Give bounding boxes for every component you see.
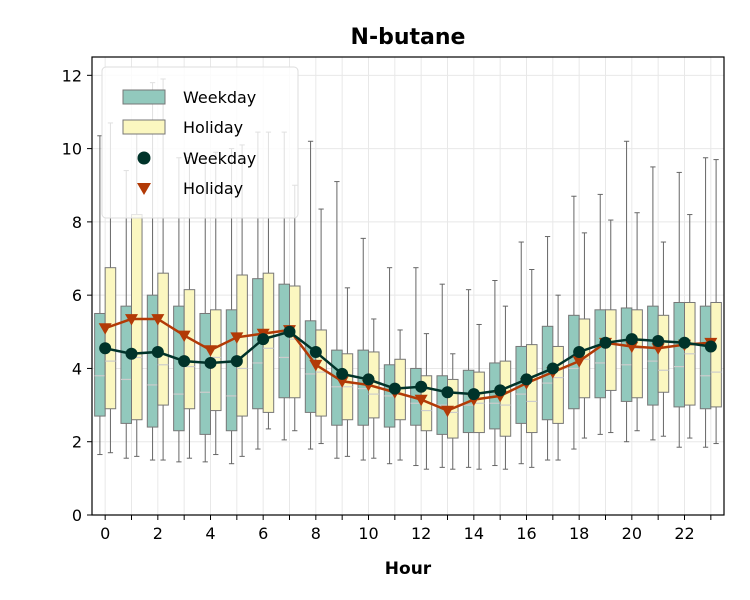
holiday-box bbox=[526, 344, 538, 434]
weekday-point bbox=[388, 382, 401, 395]
holiday-box bbox=[710, 301, 722, 408]
holiday-box bbox=[104, 267, 117, 410]
weekday-point bbox=[230, 355, 243, 368]
weekday-point bbox=[257, 333, 270, 346]
x-tick-label: 16 bbox=[516, 524, 536, 543]
weekday-point bbox=[573, 345, 586, 358]
weekday-point bbox=[99, 342, 112, 355]
y-tick-label: 6 bbox=[72, 286, 82, 305]
weekday-point bbox=[599, 336, 612, 349]
legend-label: Holiday bbox=[183, 118, 243, 137]
legend-swatch-holiday-box bbox=[122, 119, 166, 135]
legend-swatch-weekday-box bbox=[122, 89, 166, 105]
y-tick-label: 8 bbox=[72, 213, 82, 232]
y-tick-label: 10 bbox=[62, 140, 82, 159]
weekday-box bbox=[620, 307, 633, 402]
weekday-point bbox=[625, 333, 638, 346]
legend-label: Weekday bbox=[183, 88, 256, 107]
x-axis-label: Hour bbox=[385, 559, 432, 579]
x-tick-label: 4 bbox=[205, 524, 215, 543]
legend-marker-holiday bbox=[137, 183, 151, 195]
weekday-point bbox=[362, 373, 375, 386]
legend-marker-weekday bbox=[137, 151, 151, 165]
weekday-point bbox=[151, 345, 164, 358]
x-tick-label: 18 bbox=[569, 524, 589, 543]
y-tick-label: 0 bbox=[72, 506, 82, 525]
weekday-box bbox=[120, 305, 132, 424]
weekday-point bbox=[546, 362, 559, 375]
axes: 0 2 4 6 8 10 12 14 16 18 20 22 0 2 4 6 8 10 12 bbox=[62, 56, 725, 543]
x-tick-label: 20 bbox=[622, 524, 642, 543]
holiday-point bbox=[441, 405, 454, 418]
holiday-box bbox=[315, 329, 327, 417]
holiday-point bbox=[651, 343, 665, 355]
holiday-box bbox=[183, 289, 196, 410]
weekday-point bbox=[704, 340, 717, 353]
y-tick-label: 2 bbox=[72, 433, 82, 452]
holiday-box bbox=[236, 274, 248, 417]
x-tick-label: 6 bbox=[258, 524, 268, 543]
weekday-point bbox=[336, 367, 349, 380]
holiday-point bbox=[309, 359, 323, 372]
weekday-point bbox=[494, 384, 507, 397]
weekday-point bbox=[309, 345, 322, 358]
holiday-point bbox=[625, 341, 639, 353]
weekday-point bbox=[204, 356, 217, 369]
weekday-box bbox=[647, 305, 659, 406]
legend-label: Holiday bbox=[183, 179, 243, 198]
weekday-box bbox=[199, 312, 211, 435]
holiday-point bbox=[335, 376, 349, 388]
weekday-point bbox=[467, 388, 480, 401]
legend-frame bbox=[101, 66, 299, 219]
weekday-point bbox=[441, 386, 454, 399]
weekday-box bbox=[278, 283, 291, 399]
weekday-box bbox=[225, 309, 238, 432]
weekday-box bbox=[594, 309, 607, 399]
x-tick-label: 22 bbox=[674, 524, 694, 543]
weekday-point bbox=[520, 373, 533, 386]
holiday-line bbox=[104, 317, 711, 412]
x-tick-label: 10 bbox=[358, 524, 378, 543]
weekday-box bbox=[673, 301, 686, 408]
holiday-point bbox=[177, 330, 191, 342]
legend: Weekday Holiday Weekday Holiday bbox=[101, 66, 299, 219]
boxes bbox=[94, 78, 722, 470]
y-tick-label: 4 bbox=[72, 359, 82, 378]
holiday-point bbox=[125, 314, 138, 326]
holiday-box bbox=[552, 345, 564, 424]
weekday-point bbox=[415, 380, 428, 393]
series-lines bbox=[98, 314, 718, 418]
x-tick-label: 2 bbox=[153, 524, 163, 543]
weekday-box bbox=[173, 305, 185, 432]
weekday-point bbox=[178, 355, 191, 368]
weekday-point bbox=[678, 336, 691, 349]
weekday-point bbox=[283, 325, 296, 338]
y-tick-label: 12 bbox=[62, 66, 82, 85]
holiday-point bbox=[230, 332, 244, 344]
holiday-box bbox=[605, 309, 617, 391]
holiday-box bbox=[631, 309, 643, 399]
weekday-point bbox=[125, 347, 138, 360]
holiday-box bbox=[157, 272, 169, 406]
holiday-point bbox=[572, 356, 586, 368]
holiday-point bbox=[151, 314, 165, 326]
x-tick-label: 12 bbox=[411, 524, 431, 543]
holiday-point bbox=[414, 394, 428, 407]
x-tick-label: 0 bbox=[100, 524, 110, 543]
holiday-point bbox=[204, 345, 217, 357]
legend-label: Weekday bbox=[183, 149, 256, 168]
chart-title: N-butane bbox=[351, 25, 466, 50]
x-tick-label: 14 bbox=[464, 524, 484, 543]
x-tick-label: 8 bbox=[311, 524, 321, 543]
weekday-box bbox=[699, 305, 712, 410]
holiday-box bbox=[657, 314, 670, 393]
weekday-point bbox=[652, 334, 665, 347]
holiday-point bbox=[98, 323, 112, 335]
plot-frame bbox=[91, 56, 725, 516]
weekday-box bbox=[331, 349, 343, 426]
